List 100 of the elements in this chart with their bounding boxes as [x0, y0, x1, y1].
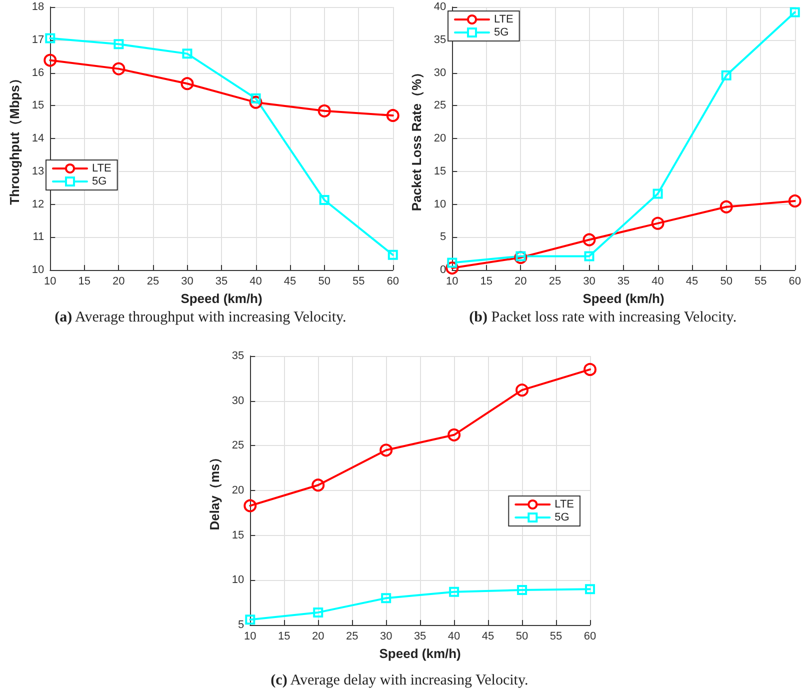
y-tick-label: 20: [434, 132, 446, 144]
x-tick-label: 55: [550, 630, 562, 642]
y-tick-label: 15: [434, 165, 446, 178]
y-axis-title: Packet Loss Rate（%）: [409, 66, 424, 212]
x-tick-label: 60: [386, 276, 400, 288]
point: [448, 428, 461, 442]
x-tick-label: 35: [215, 276, 228, 288]
y-tick-label: 13: [32, 165, 44, 178]
point: [386, 108, 400, 122]
x-tick-label: 50: [318, 276, 330, 288]
x-tick-label: 20: [312, 630, 324, 642]
legend-label: LTE: [92, 162, 112, 174]
y-tick-label: 17: [32, 34, 44, 46]
point: [250, 93, 261, 104]
x-axis-title: Speed (km/h): [582, 290, 664, 306]
point: [447, 258, 458, 268]
point: [790, 7, 800, 18]
point: [114, 39, 124, 50]
y-tick-label: 10: [434, 198, 446, 210]
y-tick-label: 0: [440, 264, 446, 276]
point: [318, 104, 331, 118]
point: [180, 77, 194, 90]
point: [517, 585, 528, 596]
x-tick-label: 15: [278, 630, 290, 642]
x-tick-label: 15: [480, 276, 493, 288]
point: [244, 499, 257, 512]
y-tick-label: 30: [232, 394, 244, 407]
legend-label: 5G: [554, 512, 570, 524]
legend-label: 5G: [92, 176, 107, 188]
point: [652, 188, 663, 199]
x-tick-label: 60: [584, 630, 596, 642]
point: [651, 216, 664, 230]
x-tick-label: 35: [617, 276, 630, 288]
point: [514, 251, 528, 264]
point: [516, 384, 529, 397]
point: [446, 262, 459, 275]
legend-label: LTE: [554, 498, 574, 510]
x-tick-label: 45: [686, 276, 698, 288]
y-tick-label: 25: [232, 440, 244, 452]
x-tick-label: 20: [514, 276, 527, 288]
x-tick-label: 15: [78, 276, 91, 288]
point: [112, 62, 126, 76]
y-tick-label: 10: [232, 574, 244, 586]
point: [245, 614, 256, 625]
x-tick-label: 25: [548, 276, 562, 288]
x-tick-label: 55: [352, 276, 365, 288]
y-tick-label: 11: [32, 231, 44, 244]
point: [584, 251, 594, 262]
x-tick-label: 35: [414, 630, 426, 642]
x-tick-label: 50: [720, 276, 732, 288]
text: (c) Average delay with increasing Velocity.: [270, 672, 528, 688]
x-tick-label: 30: [380, 630, 392, 642]
y-tick-label: 5: [440, 231, 446, 244]
point: [312, 478, 325, 492]
point: [720, 200, 733, 214]
y-tick-label: 14: [32, 132, 44, 144]
x-axis-title: Speed (km/h): [379, 646, 461, 661]
point: [313, 607, 324, 618]
x-tick-label: 40: [448, 630, 460, 642]
y-tick-label: 10: [32, 264, 44, 276]
y-tick-label: 40: [434, 1, 446, 13]
x-tick-label: 10: [44, 276, 56, 288]
point: [380, 444, 393, 457]
x-tick-label: 25: [346, 630, 358, 642]
point: [381, 593, 392, 604]
point: [388, 250, 398, 260]
text: (a) Average throughput with increasing Velocity.: [54, 310, 346, 326]
x-tick-label: 40: [652, 276, 664, 288]
y-tick-label: 25: [434, 100, 446, 112]
point: [182, 48, 192, 59]
x-tick-label: 45: [482, 630, 494, 642]
y-tick-label: 12: [32, 198, 44, 210]
point: [516, 251, 526, 262]
point: [788, 194, 802, 208]
y-tick-label: 35: [434, 34, 446, 46]
point: [249, 96, 262, 109]
point: [449, 586, 460, 597]
text: (b) Packet loss rate with increasing Velocity.: [469, 310, 737, 326]
x-tick-label: 40: [250, 276, 262, 288]
x-tick-label: 20: [112, 276, 125, 288]
y-tick-label: 15: [232, 529, 244, 542]
y-axis-title: Delay（ms）: [207, 450, 222, 530]
x-tick-label: 60: [788, 276, 802, 288]
x-tick-label: 45: [284, 276, 296, 288]
x-axis-title: Speed (km/h): [180, 290, 262, 306]
y-tick-label: 20: [232, 484, 244, 496]
point: [45, 33, 56, 44]
x-tick-label: 10: [244, 630, 256, 642]
x-tick-label: 30: [583, 276, 596, 288]
point: [721, 70, 732, 80]
legend-label: LTE: [494, 14, 514, 26]
x-tick-label: 30: [181, 276, 194, 288]
y-axis-title: Throughput（Mbps）: [7, 72, 22, 205]
x-tick-label: 25: [146, 276, 160, 288]
point: [44, 54, 57, 67]
y-tick-label: 5: [238, 619, 244, 631]
y-tick-label: 18: [32, 1, 44, 13]
legend-label: 5G: [494, 26, 509, 38]
point: [582, 233, 596, 246]
point: [584, 362, 596, 376]
